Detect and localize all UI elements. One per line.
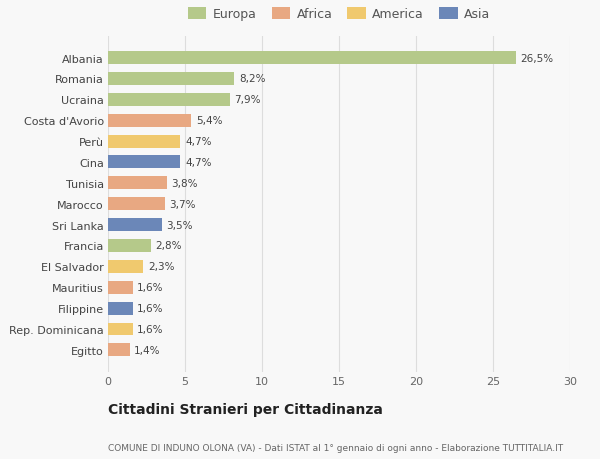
Bar [108, 344, 130, 357]
Text: 2,8%: 2,8% [156, 241, 182, 251]
Bar [108, 198, 165, 211]
Bar [108, 94, 230, 106]
Text: 4,7%: 4,7% [185, 137, 212, 147]
Text: 1,6%: 1,6% [137, 303, 164, 313]
Text: COMUNE DI INDUNO OLONA (VA) - Dati ISTAT al 1° gennaio di ogni anno - Elaborazio: COMUNE DI INDUNO OLONA (VA) - Dati ISTAT… [108, 443, 563, 452]
Bar [108, 260, 143, 273]
Bar [108, 156, 181, 169]
Text: 5,4%: 5,4% [196, 116, 222, 126]
Text: 2,3%: 2,3% [148, 262, 175, 272]
Text: 8,2%: 8,2% [239, 74, 265, 84]
Text: 4,7%: 4,7% [185, 157, 212, 168]
Bar [108, 218, 162, 231]
Bar [108, 281, 133, 294]
Legend: Europa, Africa, America, Asia: Europa, Africa, America, Asia [185, 6, 493, 24]
Bar [108, 323, 133, 336]
Text: 3,8%: 3,8% [171, 179, 197, 188]
Text: 1,4%: 1,4% [134, 345, 161, 355]
Text: 1,6%: 1,6% [137, 283, 164, 292]
Bar [108, 302, 133, 315]
Text: 1,6%: 1,6% [137, 324, 164, 334]
Bar [108, 52, 516, 65]
Text: 3,5%: 3,5% [167, 220, 193, 230]
Bar [108, 114, 191, 128]
Bar [108, 135, 181, 148]
Text: 3,7%: 3,7% [170, 199, 196, 209]
Text: 26,5%: 26,5% [521, 53, 554, 63]
Text: 7,9%: 7,9% [234, 95, 261, 105]
Bar [108, 73, 234, 86]
Bar [108, 177, 167, 190]
Bar [108, 240, 151, 252]
Text: Cittadini Stranieri per Cittadinanza: Cittadini Stranieri per Cittadinanza [108, 402, 383, 416]
